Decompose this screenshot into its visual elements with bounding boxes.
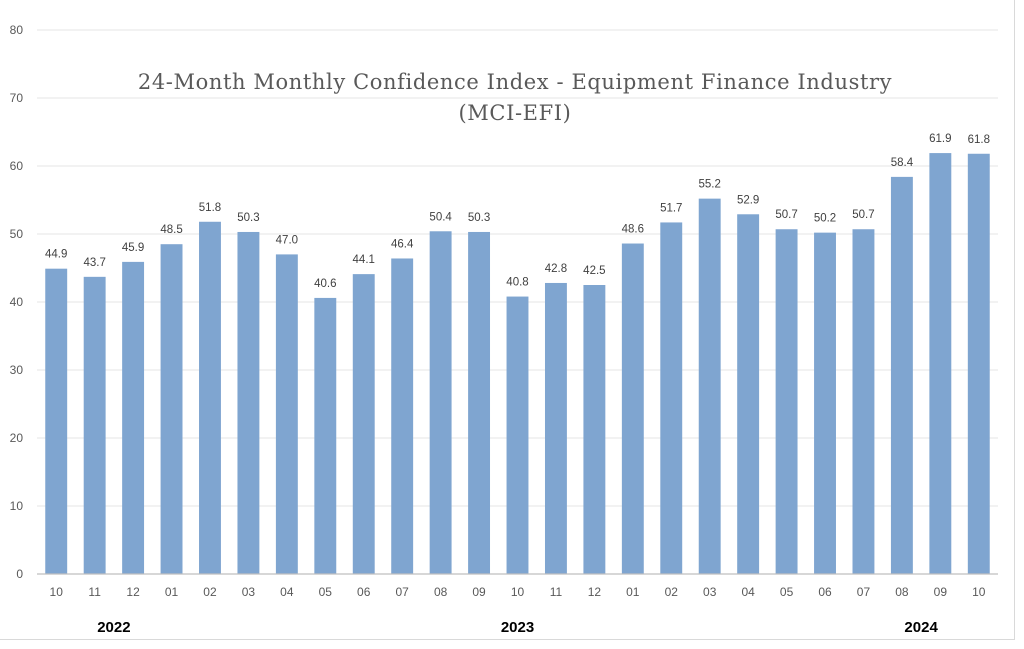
data-label: 44.9 — [45, 249, 67, 261]
x-tick-label: 08 — [895, 585, 909, 599]
data-label: 55.2 — [699, 179, 721, 191]
x-tick-label: 04 — [741, 585, 755, 599]
data-label: 61.9 — [929, 133, 951, 145]
bar — [775, 229, 798, 575]
bar — [621, 243, 644, 574]
x-tick-label: 02 — [203, 585, 217, 599]
data-label: 50.7 — [852, 209, 874, 221]
x-tick-label: 10 — [50, 585, 64, 599]
bar — [391, 258, 414, 574]
x-tick-label: 04 — [280, 585, 294, 599]
x-tick-label: 02 — [665, 585, 679, 599]
data-label: 50.3 — [237, 212, 259, 224]
y-tick-label: 10 — [10, 499, 24, 513]
bar — [83, 276, 106, 574]
bar — [275, 254, 298, 574]
data-label: 50.3 — [468, 212, 490, 224]
year-label: 2023 — [501, 619, 534, 636]
y-tick-label: 80 — [10, 23, 24, 37]
data-label: 43.7 — [83, 257, 105, 269]
bar — [698, 198, 721, 574]
bar — [890, 176, 913, 574]
year-labels: 2022 2023 2024 — [97, 619, 938, 636]
data-label: 40.6 — [314, 278, 336, 290]
x-tick-label: 12 — [126, 585, 140, 599]
data-label: 48.6 — [622, 224, 644, 236]
data-label: 61.8 — [968, 134, 990, 146]
data-label: 50.7 — [775, 209, 797, 221]
x-tick-label: 07 — [396, 585, 410, 599]
bars — [45, 153, 990, 575]
bar — [583, 285, 606, 574]
y-tick-label: 40 — [10, 295, 24, 309]
x-tick-label: 10 — [511, 585, 525, 599]
x-tick-label: 03 — [703, 585, 717, 599]
x-tick-label: 11 — [88, 585, 101, 599]
x-tick-label: 06 — [357, 585, 371, 599]
data-label: 47.0 — [276, 234, 298, 246]
x-tick-label: 09 — [472, 585, 486, 599]
year-label: 2024 — [904, 619, 938, 636]
data-label: 58.4 — [891, 157, 914, 169]
x-tick-label: 12 — [588, 585, 602, 599]
year-label: 2022 — [97, 619, 130, 636]
x-tick-label: 06 — [818, 585, 832, 599]
x-tick-label: 10 — [972, 585, 986, 599]
bar — [737, 214, 760, 574]
x-tick-label: 07 — [857, 585, 871, 599]
x-tick-label: 11 — [550, 585, 563, 599]
x-tick-label: 03 — [242, 585, 256, 599]
y-tick-label: 0 — [16, 567, 23, 581]
data-label: 44.1 — [353, 254, 375, 266]
bar — [852, 229, 875, 575]
data-label: 46.4 — [391, 238, 414, 250]
x-tick-label: 01 — [626, 585, 640, 599]
data-label: 51.8 — [199, 202, 221, 214]
x-tick-label: 01 — [165, 585, 179, 599]
data-label: 50.2 — [814, 213, 836, 225]
bar — [160, 244, 183, 574]
data-label: 40.8 — [506, 277, 528, 289]
bar — [352, 274, 375, 574]
x-tick-label: 05 — [780, 585, 794, 599]
y-tick-label: 30 — [10, 363, 24, 377]
bar — [814, 232, 836, 574]
data-label: 52.9 — [737, 194, 759, 206]
chart-title-line-2: (MCI-EFI) — [459, 101, 572, 125]
data-label: 48.5 — [160, 224, 182, 236]
bar — [429, 231, 452, 574]
bar — [199, 221, 221, 574]
bar — [544, 282, 567, 574]
y-tick-label: 20 — [10, 431, 24, 445]
y-axis-ticks: 0 10 20 30 40 50 60 70 80 — [10, 23, 24, 581]
y-tick-label: 50 — [10, 227, 24, 241]
bar — [967, 153, 990, 574]
chart-title-line-1: 24-Month Monthly Confidence Index - Equi… — [138, 70, 892, 94]
bar — [929, 153, 952, 574]
x-tick-label: 05 — [319, 585, 333, 599]
data-label: 51.7 — [660, 202, 682, 214]
x-tick-label: 09 — [934, 585, 948, 599]
x-axis-ticks: 10 11 12 01 02 03 04 05 06 07 08 09 10 11 12 01 02 03 04 05… — [50, 585, 986, 599]
bar — [122, 261, 145, 574]
bar — [468, 231, 491, 574]
bar — [506, 296, 529, 574]
data-label: 50.4 — [429, 211, 452, 223]
y-tick-label: 70 — [10, 91, 24, 105]
chart-frame — [0, 0, 1015, 640]
bar — [314, 297, 337, 574]
bar — [237, 231, 260, 574]
data-labels: 44.9 43.7 45.9 48.5 51.8 50.3 47.0 40.6 44.1 46.4… — [45, 133, 990, 290]
data-label: 42.5 — [583, 265, 605, 277]
x-tick-label: 08 — [434, 585, 448, 599]
bar — [660, 222, 683, 574]
data-label: 45.9 — [122, 242, 144, 254]
bar — [45, 268, 68, 574]
data-label: 42.8 — [545, 263, 567, 275]
y-tick-label: 60 — [10, 159, 24, 173]
